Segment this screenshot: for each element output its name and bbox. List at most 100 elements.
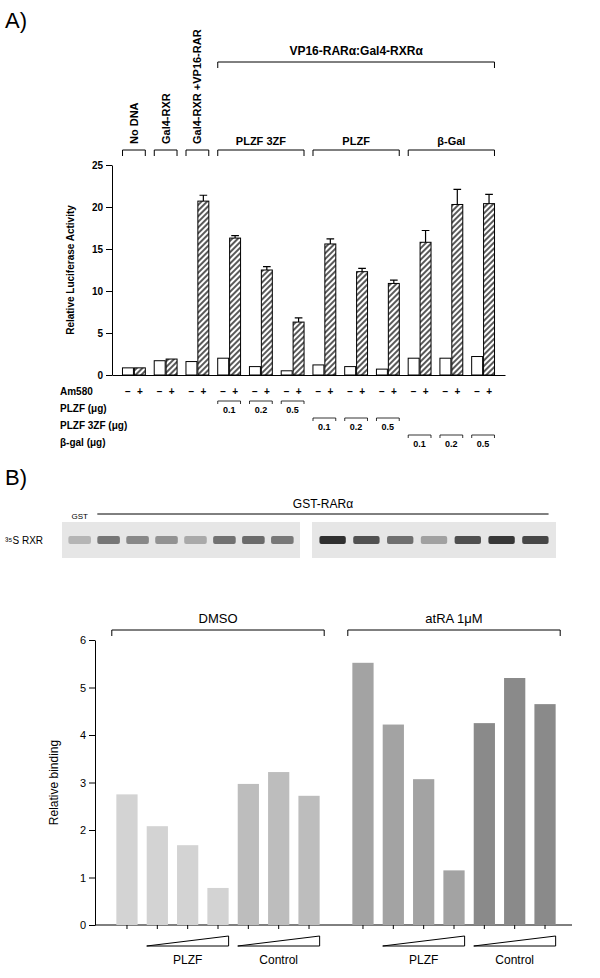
series-label: + [454,386,460,397]
bar [440,358,451,375]
figure: A)0510152025Relative Luciferase Activity… [0,0,600,978]
series-label: DMSO [199,611,238,626]
series-label: − [125,386,131,397]
panel-label: B) [5,465,27,490]
y-tick-mark [89,925,95,926]
error-bar [231,236,239,239]
bar [281,371,292,375]
gel-title: GST-RARα [293,497,353,511]
series-label: + [486,386,492,397]
dose-bracket [472,435,495,438]
y-tick: 10 [92,286,112,297]
bar [238,784,259,925]
gel-band [242,536,265,544]
x-tick-mark [423,925,424,929]
error-bar [295,318,303,322]
y-tick-label: 15 [92,244,104,255]
bar [207,888,228,925]
dose-bracket [440,435,463,438]
group-bracket [154,150,177,156]
gel-band [353,536,379,544]
wedge [383,936,465,946]
gel-band [488,536,514,544]
series-label: + [359,386,365,397]
dose-bracket [376,418,399,421]
dose-bracket [408,435,431,438]
x-tick-mark [278,925,279,929]
x-axis-line [113,375,506,376]
bar [116,794,137,925]
series-label: − [379,386,385,397]
series-label: − [442,386,448,397]
group-bracket [408,150,494,156]
bar [154,361,165,375]
x-tick-mark [362,925,363,929]
y-tick: 0 [80,919,95,931]
error-bar [485,194,493,203]
bar [230,238,241,375]
group-label: Gal4-RXR +VP16-RAR [191,29,203,144]
y-tick-label: 1 [80,872,86,884]
bar [249,367,260,375]
x-tick-mark [514,925,515,929]
y-tick: 25 [92,160,112,171]
y-tick-label: 4 [80,729,86,741]
series-label: − [220,386,226,397]
dose-bracket [313,418,336,421]
bar [147,826,168,925]
bar [452,204,463,375]
gel-row-label: ³⁵S RXR [5,535,43,546]
gel-background [312,522,556,558]
bar [134,368,145,375]
x-tick [454,925,455,929]
bars [122,189,494,375]
y-tick: 4 [80,729,95,741]
bar [345,367,356,375]
series-label: + [169,386,175,397]
bar [198,201,209,375]
group-label: β-Gal [437,135,465,147]
y-tick-label: 2 [80,824,86,836]
dose-row-label: PLZF 3ZF (μg) [60,420,127,431]
y-tick-mark [89,688,95,689]
x-tick-mark [484,925,485,929]
bar [474,723,495,925]
dose-value: 0.1 [223,405,236,415]
y-tick-mark [106,207,112,208]
bar [352,663,373,925]
panel-a: A)0510152025Relative Luciferase Activity… [5,8,506,449]
gel-band [319,536,345,544]
gel-band [213,536,236,544]
error-bar [200,195,208,201]
y-tick-mark [106,249,112,250]
wedge [474,936,556,946]
y-tick: 2 [80,824,95,836]
gel-band [126,536,149,544]
bar [166,359,177,375]
dose-value: 0.5 [382,422,395,432]
bar [376,369,387,375]
bar [504,678,525,925]
bar [325,244,336,375]
gel: GSTGST-RARα³⁵S RXR [5,497,556,558]
x-tick [218,925,219,929]
x-tick-mark [248,925,249,929]
series-label: − [411,386,417,397]
series-label: − [315,386,321,397]
bar [443,870,464,925]
gel-band [271,536,294,544]
dose-bracket [250,401,273,404]
y-tick-mark [89,830,95,831]
panel-label: A) [5,8,27,33]
series-label: + [200,386,206,397]
error-bar [422,231,430,243]
series-bracket [348,630,560,636]
gel-band [455,536,481,544]
bar [534,704,555,925]
y-axis-line [112,166,113,376]
x-tick [157,925,158,929]
dose-value: 0.2 [445,439,458,449]
dose-value: 0.1 [318,422,331,432]
gel-background [62,522,300,558]
category-label: Control [259,953,298,967]
